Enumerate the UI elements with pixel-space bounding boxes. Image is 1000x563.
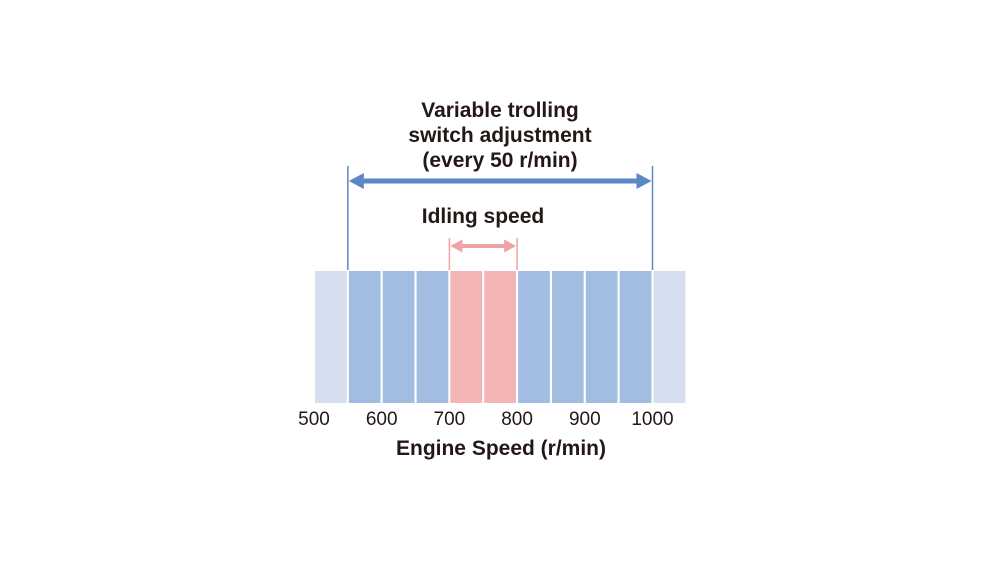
speed-band-650: [414, 269, 451, 405]
idling-range-arrow: [450, 239, 517, 253]
tick-label-1000: 1000: [631, 409, 673, 430]
idling-arrow-head-right: [504, 239, 517, 253]
speed-band-500: [313, 269, 349, 405]
tick-label-500: 500: [298, 409, 330, 430]
speed-band-850: [549, 269, 586, 405]
tick-label-800: 800: [501, 409, 533, 430]
adjustment-title-line-1: Variable trolling: [421, 99, 579, 122]
speed-band-800: [516, 269, 552, 405]
idling-arrow-head-left: [450, 239, 463, 253]
speed-band-550: [346, 269, 383, 405]
speed-band-600: [380, 269, 417, 405]
tick-label-900: 900: [569, 409, 601, 430]
adjustment-arrow-head-left: [348, 173, 364, 189]
speed-band-950: [617, 269, 654, 405]
x-axis-label: Engine Speed (r/min): [396, 437, 606, 460]
tick-label-600: 600: [366, 409, 398, 430]
adjustment-title-line-2: switch adjustment: [408, 124, 591, 147]
speed-band-750: [482, 269, 519, 405]
adjustment-range-arrow: [348, 173, 652, 189]
range-guide-lines: [347, 166, 654, 270]
adjustment-title-line-3: (every 50 r/min): [422, 149, 577, 172]
tick-labels: 500 600 700 800 900 1000: [298, 409, 673, 430]
speed-band-700: [448, 269, 485, 405]
speed-band-900: [583, 269, 620, 405]
speed-band-1000: [651, 269, 688, 405]
speed-bands: [313, 269, 688, 405]
idling-speed-label: Idling speed: [422, 205, 545, 228]
tick-label-700: 700: [434, 409, 466, 430]
adjustment-arrow-head-right: [636, 173, 652, 189]
